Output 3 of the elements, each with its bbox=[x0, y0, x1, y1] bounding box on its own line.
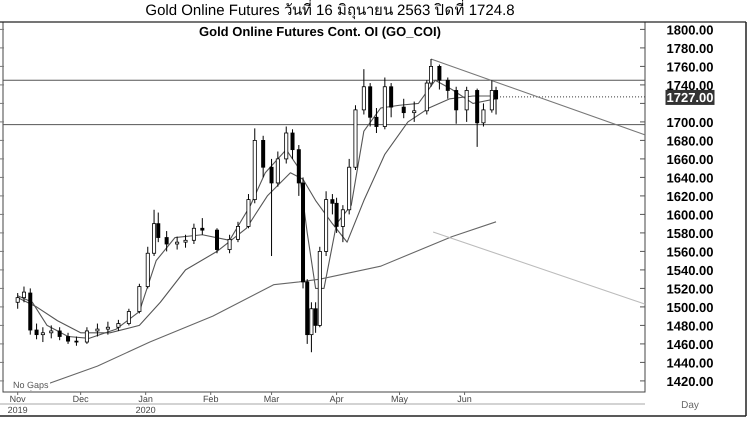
subtitle: Gold Online Futures Cont. OI (GO_COI) bbox=[199, 24, 441, 39]
xlabel: Day bbox=[681, 400, 699, 411]
annotation: No Gaps bbox=[13, 380, 49, 390]
